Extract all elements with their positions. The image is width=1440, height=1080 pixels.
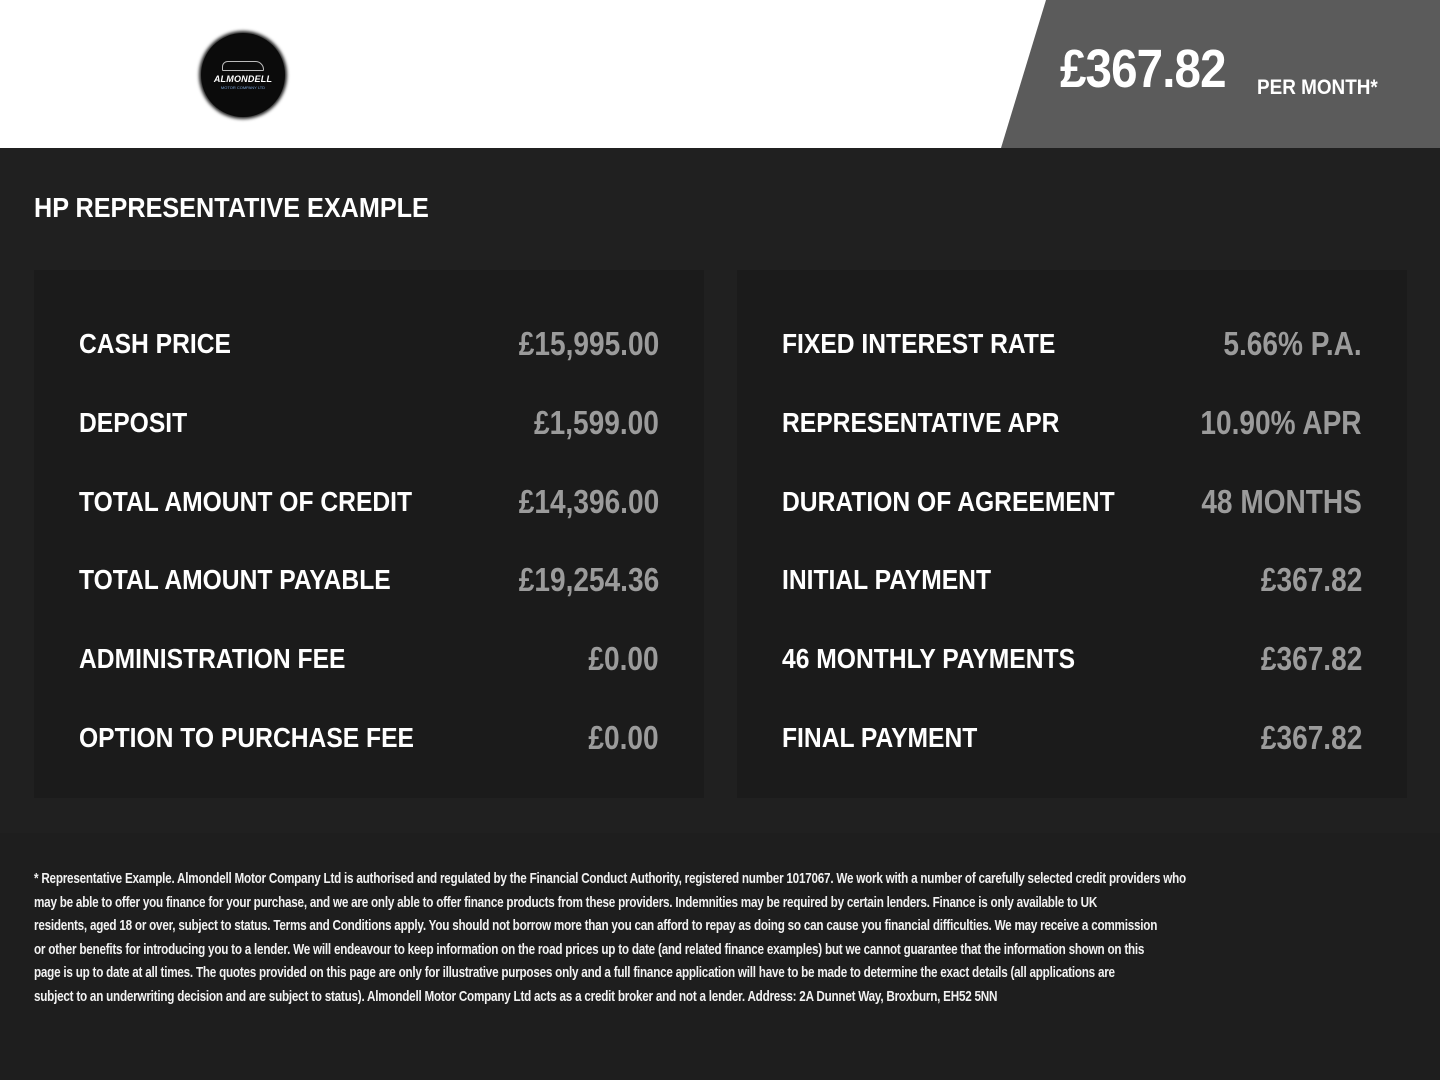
monthly-price: £367.82	[1060, 39, 1226, 99]
row-value: £0.00	[588, 640, 659, 677]
row-value: 10.90% APR	[1200, 404, 1362, 441]
finance-row: CASH PRICE £15,995.00	[79, 324, 659, 364]
footnote-line: may be able to offer you finance for you…	[34, 893, 1098, 911]
per-month-label: PER MONTH*	[1257, 76, 1378, 99]
row-label: OPTION TO PURCHASE FEE	[79, 722, 414, 753]
logo-subtext: MOTOR COMPANY LTD	[220, 84, 266, 90]
row-value: 48 MONTHS	[1201, 483, 1362, 520]
row-value: £14,396.00	[518, 483, 659, 520]
finance-row: REPRESENTATIVE APR 10.90% APR	[782, 403, 1362, 443]
finance-row: INITIAL PAYMENT £367.82	[782, 560, 1362, 600]
finance-row: OPTION TO PURCHASE FEE £0.00	[79, 718, 659, 758]
finance-row: 46 MONTHLY PAYMENTS £367.82	[782, 639, 1362, 679]
row-value: £367.82	[1260, 561, 1362, 598]
footnote-line: page is up to date at all times. The quo…	[34, 964, 1115, 982]
row-value: 5.66% P.A.	[1223, 325, 1362, 362]
footnote-section: * Representative Example. Almondell Moto…	[0, 833, 1440, 1080]
row-label: INITIAL PAYMENT	[782, 564, 992, 595]
row-value: £367.82	[1260, 640, 1362, 677]
row-value: £19,254.36	[518, 561, 659, 598]
finance-row: DEPOSIT £1,599.00	[79, 403, 659, 443]
row-label: ADMINISTRATION FEE	[79, 643, 346, 674]
row-label: 46 MONTHLY PAYMENTS	[782, 643, 1076, 674]
car-icon	[222, 60, 264, 71]
row-value: £1,599.00	[534, 404, 659, 441]
row-value: £367.82	[1260, 719, 1362, 756]
footnote-line: or other benefits for introducing you to…	[34, 940, 1145, 958]
finance-row: DURATION OF AGREEMENT 48 MONTHS	[782, 482, 1362, 522]
finance-row: FIXED INTEREST RATE 5.66% P.A.	[782, 324, 1362, 364]
finance-row: ADMINISTRATION FEE £0.00	[79, 639, 659, 679]
logo-name: ALMONDELL	[213, 73, 273, 84]
company-logo[interactable]: ALMONDELL MOTOR COMPANY LTD	[201, 33, 285, 117]
row-label: TOTAL AMOUNT OF CREDIT	[79, 486, 413, 517]
finance-row: TOTAL AMOUNT OF CREDIT £14,396.00	[79, 482, 659, 522]
footnote: * Representative Example. Almondell Moto…	[34, 867, 1440, 1009]
row-label: DURATION OF AGREEMENT	[782, 486, 1115, 517]
finance-row: TOTAL AMOUNT PAYABLE £19,254.36	[79, 560, 659, 600]
row-label: DEPOSIT	[79, 407, 188, 438]
finance-row: FINAL PAYMENT £367.82	[782, 718, 1362, 758]
row-label: TOTAL AMOUNT PAYABLE	[79, 564, 391, 595]
footnote-line: subject to an underwriting decision and …	[34, 987, 998, 1005]
finance-card-left: CASH PRICE £15,995.00 DEPOSIT £1,599.00 TO…	[34, 270, 704, 798]
finance-card-right: FIXED INTEREST RATE 5.66% P.A. REPRESENTA…	[737, 270, 1407, 798]
page-title: HP REPRESENTATIVE EXAMPLE	[34, 192, 429, 223]
row-label: FIXED INTEREST RATE	[782, 328, 1056, 359]
row-label: FINAL PAYMENT	[782, 722, 978, 753]
row-value: £15,995.00	[518, 325, 659, 362]
row-label: REPRESENTATIVE APR	[782, 407, 1060, 438]
row-value: £0.00	[588, 719, 659, 756]
footnote-line: * Representative Example. Almondell Moto…	[34, 870, 1186, 887]
row-label: CASH PRICE	[79, 328, 231, 359]
price-tab	[1001, 0, 1440, 148]
footnote-line: residents, aged 18 or over, subject to s…	[34, 917, 1158, 935]
header: ALMONDELL MOTOR COMPANY LTD £367.82 PER …	[0, 0, 1440, 148]
